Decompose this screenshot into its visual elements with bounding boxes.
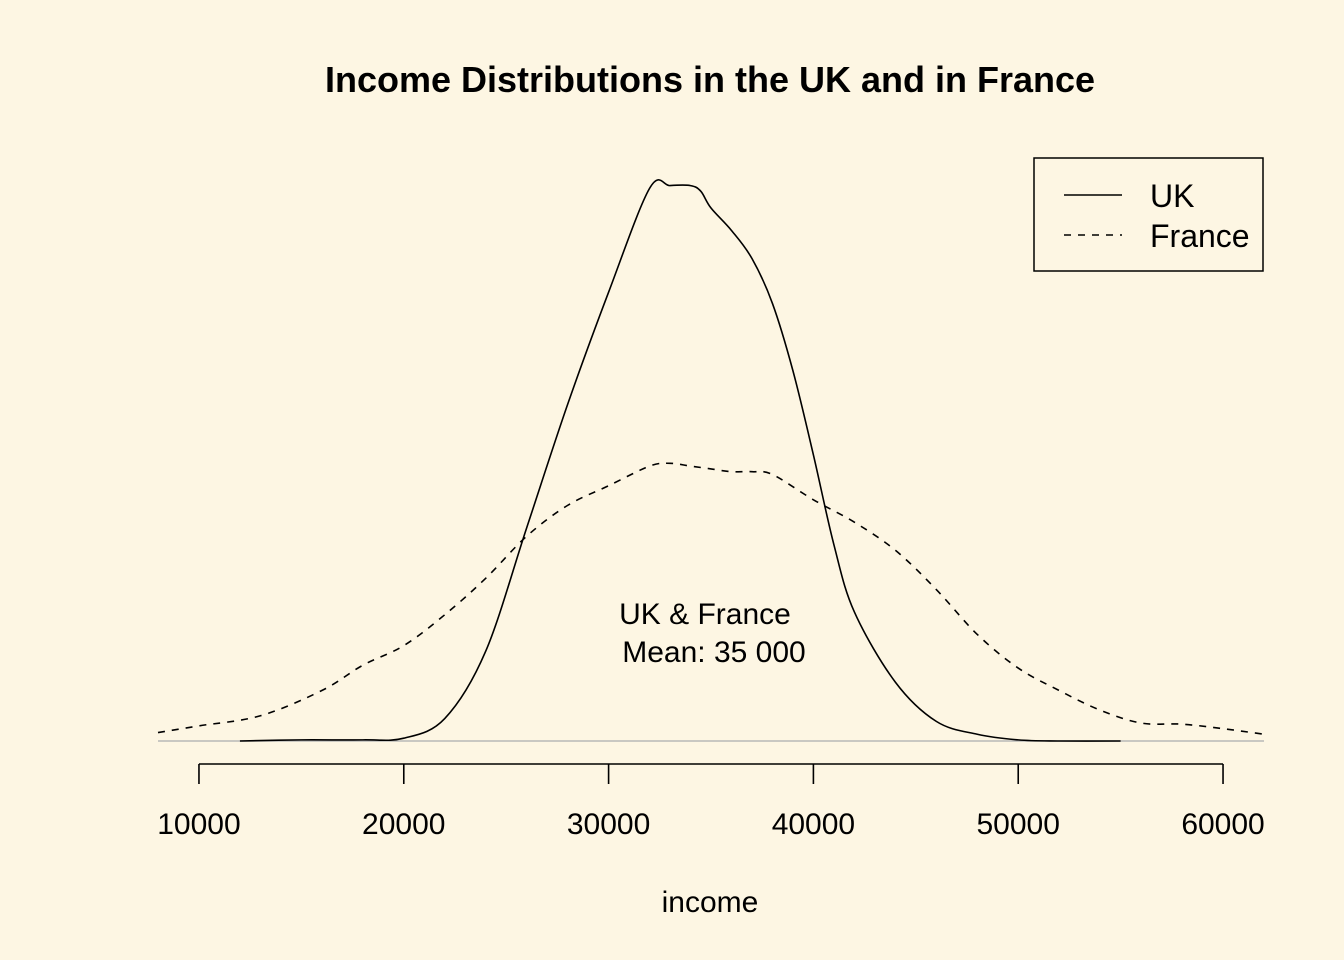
series-line-uk	[239, 179, 1121, 742]
x-tick-label: 60000	[1181, 808, 1264, 841]
annotation-line-1: UK & France	[619, 598, 791, 631]
x-tick-label: 50000	[977, 808, 1060, 841]
chart-title: Income Distributions in the UK and in Fr…	[325, 59, 1095, 100]
legend: UK France	[1033, 157, 1264, 272]
x-axis-label: income	[662, 886, 759, 919]
plot-area	[157, 179, 1265, 742]
x-tick-label: 40000	[772, 808, 855, 841]
x-axis: 10000 20000 30000 40000 50000 60000	[157, 763, 1265, 841]
annotation-line-2: Mean: 35 000	[622, 636, 805, 669]
legend-label-france: France	[1150, 218, 1250, 254]
x-tick-label: 20000	[362, 808, 445, 841]
mean-annotation: UK & France Mean: 35 000	[619, 598, 806, 669]
x-tick-label: 30000	[567, 808, 650, 841]
series-line-france	[157, 462, 1265, 736]
legend-label-uk: UK	[1150, 178, 1194, 214]
x-tick-label: 10000	[157, 808, 240, 841]
legend-box	[1033, 157, 1264, 272]
